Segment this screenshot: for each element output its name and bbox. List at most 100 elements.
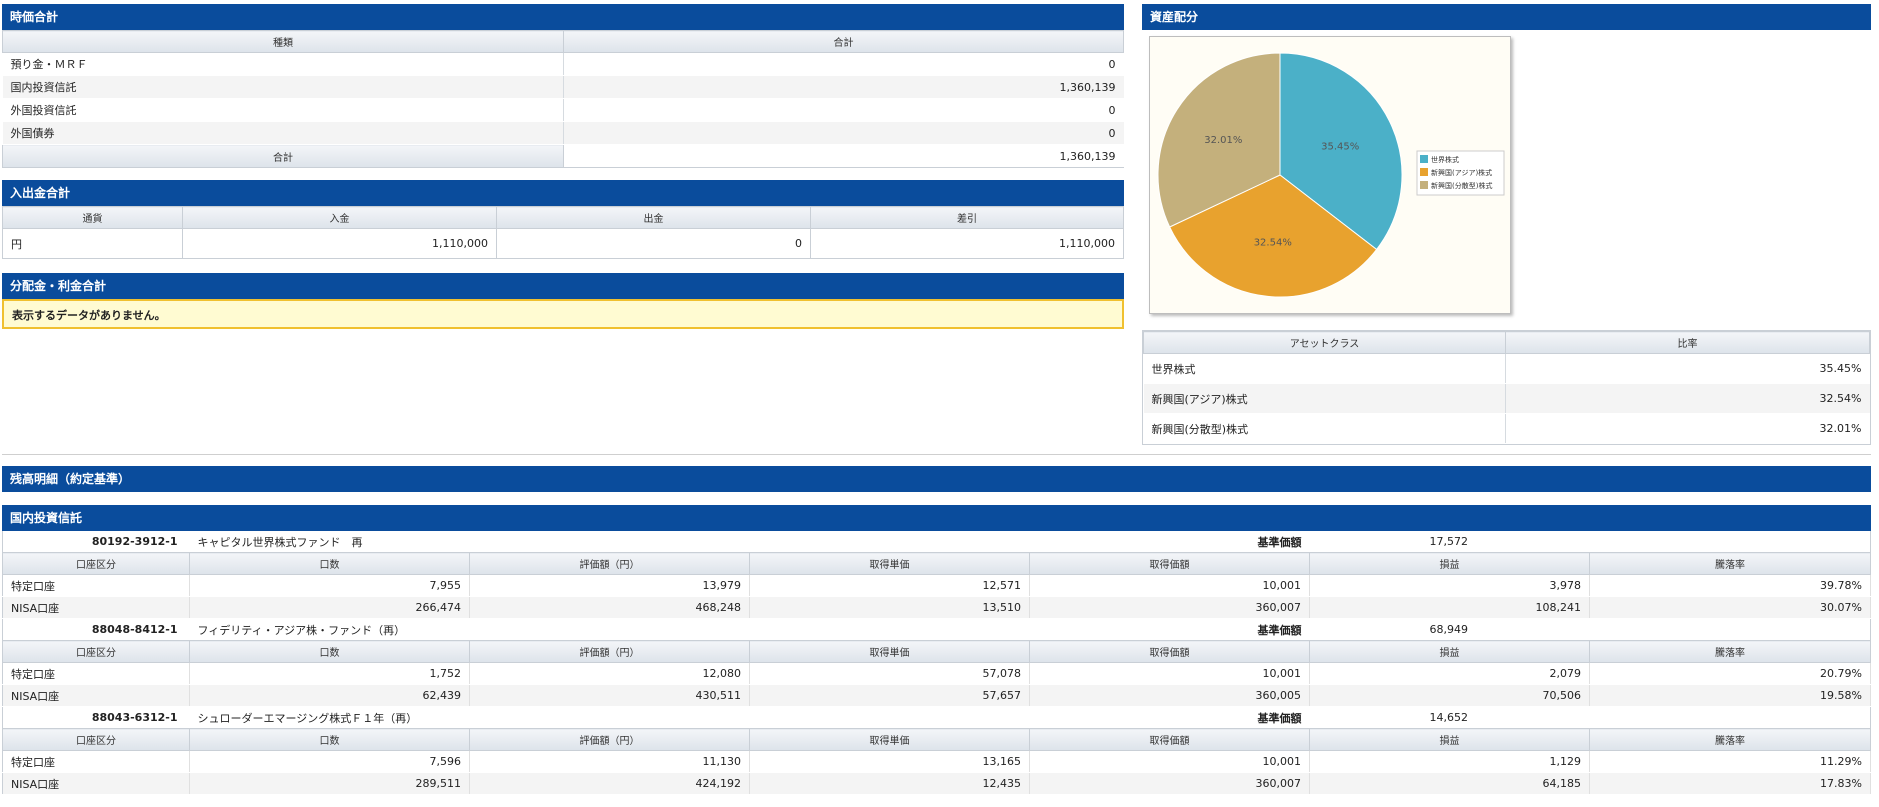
holding-cell: 70,506: [1309, 684, 1590, 707]
asset-class-label: 新興国(分散型)株式: [1143, 413, 1506, 444]
holding-cell: 64,185: [1309, 772, 1590, 795]
currency-cell: 円: [2, 228, 183, 259]
kijun-label: 基準価額: [1257, 711, 1302, 725]
holding-cell: 19.58%: [1589, 684, 1871, 707]
pie-slice-label: 35.45%: [1321, 141, 1359, 152]
holding-cell: 360,005: [1029, 684, 1310, 707]
kijun-label: 基準価額: [1257, 623, 1302, 637]
column-header: 損益: [1309, 728, 1590, 751]
legend-box: [1416, 150, 1505, 196]
holding-row: NISA口座 62,439 430,511 57,657 360,005 70,506 19…: [2, 684, 1871, 707]
fund-table: 80192-3912-1 キャピタル世界株式ファンド 再 基準価額 17,572 口座区…: [2, 531, 1871, 619]
holding-cell: 7,955: [189, 574, 470, 597]
holding-cell: 12,435: [749, 772, 1030, 795]
legend-swatch: [1420, 168, 1428, 176]
table-row: 新興国(分散型)株式 32.01%: [1143, 413, 1870, 444]
row-label: 預り金・ＭＲＦ: [2, 52, 564, 76]
column-header-net: 差引: [810, 206, 1124, 229]
holding-cell: 特定口座: [2, 662, 190, 685]
column-header-asset-class: アセットクラス: [1143, 331, 1506, 354]
fund-code: 88048-8412-1: [91, 623, 178, 636]
holding-cell: NISA口座: [2, 772, 190, 795]
holding-cell: 424,192: [469, 772, 750, 795]
holding-cell: 12,080: [469, 662, 750, 685]
cash-flow-table: 通貨 入金 出金 差引 円 1,110,000 0 1,110,000: [2, 206, 1124, 259]
holding-cell: 1,752: [189, 662, 470, 685]
column-header: 取得単価: [749, 640, 1030, 663]
fund-header-row: 88048-8412-1 フィデリティ・アジア株・ファンド（再） 基準価額 68,94…: [3, 619, 1871, 641]
fund-block: 88043-6312-1 シュローダーエマージング株式Ｆ１年（再） 基準価額 14,6…: [2, 707, 1871, 795]
net-cell: 1,110,000: [810, 228, 1124, 259]
pie-chart-svg: 35.45% 32.54% 32.01% 世界株式新興国(アジア)株式新興国(分散型)…: [1157, 52, 1505, 298]
holding-row: 特定口座 7,596 11,130 13,165 10,001 1,129 11.29%: [2, 750, 1871, 773]
holding-cell: 7,596: [189, 750, 470, 773]
holding-cell: 360,007: [1029, 772, 1310, 795]
holding-row: 特定口座 7,955 13,979 12,571 10,001 3,978 39.78%: [2, 574, 1871, 597]
table-row: 円 1,110,000 0 1,110,000: [2, 228, 1124, 259]
column-header: 取得価額: [1029, 640, 1310, 663]
section-divider: [2, 454, 1871, 455]
pie-slice-label: 32.01%: [1204, 135, 1242, 146]
fund-header-row: 80192-3912-1 キャピタル世界株式ファンド 再 基準価額 17,572: [3, 531, 1871, 553]
column-header: 騰落率: [1589, 552, 1871, 575]
table-row: 国内投資信託 1,360,139: [2, 75, 1124, 99]
row-value: 0: [563, 121, 1124, 145]
fund-block: 88048-8412-1 フィデリティ・アジア株・ファンド（再） 基準価額 68,94…: [2, 619, 1871, 707]
allocation-table: アセットクラス 比率 世界株式 35.45% 新興国(アジア)株式 32.54%…: [1142, 330, 1871, 445]
column-header: 口数: [189, 640, 470, 663]
legend-swatch: [1420, 155, 1428, 163]
holding-cell: 10,001: [1029, 662, 1310, 685]
holding-cell: 30.07%: [1589, 596, 1871, 619]
column-header: 騰落率: [1589, 640, 1871, 663]
holding-cell: 12,571: [749, 574, 1031, 597]
column-header: 口数: [189, 728, 470, 751]
table-row: 外国投資信託 0: [2, 98, 1124, 122]
market-total-panel: 時価合計 種類 合計 預り金・ＭＲＦ 0 国内投資信託 1,360,139 外国…: [2, 4, 1124, 168]
column-header: 騰落率: [1589, 728, 1871, 751]
column-header: 口数: [189, 552, 470, 575]
cash-flow-panel: 入出金合計 通貨 入金 出金 差引 円 1,110,000 0 1,110,00…: [2, 180, 1124, 259]
fund-table: 88048-8412-1 フィデリティ・アジア株・ファンド（再） 基準価額 68,94…: [2, 619, 1871, 707]
holding-cell: 17.83%: [1589, 772, 1871, 795]
table-row: 外国債券 0: [2, 121, 1124, 145]
fund-code: 80192-3912-1: [91, 535, 178, 548]
legend-swatch: [1420, 181, 1428, 189]
asset-class-ratio: 32.54%: [1505, 383, 1870, 414]
row-label: 外国投資信託: [2, 98, 564, 122]
column-header: 評価額（円）: [469, 728, 750, 751]
holding-row: NISA口座 289,511 424,192 12,435 360,007 64,185 1…: [2, 772, 1871, 795]
column-header-type: 種類: [2, 30, 564, 53]
column-header: 取得価額: [1029, 552, 1311, 575]
fund-list: 80192-3912-1 キャピタル世界株式ファンド 再基準価額 17,572 口座区…: [2, 531, 1871, 795]
balance-detail-title: 残高明細（約定基準）: [2, 466, 1871, 492]
column-header: 評価額（円）: [469, 552, 750, 575]
holding-cell: 3,978: [1309, 574, 1591, 597]
column-header-currency: 通貨: [2, 206, 183, 229]
holding-cell: 1,129: [1309, 750, 1590, 773]
distribution-panel: 分配金・利金合計 表示するデータがありません。: [2, 273, 1124, 329]
asset-class-label: 世界株式: [1143, 353, 1506, 384]
allocation-title: 資産配分: [1142, 4, 1871, 30]
legend-label: 新興国(分散型)株式: [1431, 181, 1492, 190]
holding-cell: 13,165: [749, 750, 1030, 773]
holding-cell: 13,510: [749, 596, 1031, 619]
holding-cell: 20.79%: [1589, 662, 1871, 685]
fund-table: 88043-6312-1 シュローダーエマージング株式Ｆ１年（再） 基準価額 14,6…: [2, 707, 1871, 795]
table-row: 預り金・ＭＲＦ 0: [2, 52, 1124, 76]
deposit-cell: 1,110,000: [182, 228, 497, 259]
row-value: 0: [563, 98, 1124, 122]
column-header: 口座区分: [2, 640, 190, 663]
holding-cell: 2,079: [1309, 662, 1590, 685]
holding-cell: 266,474: [189, 596, 470, 619]
no-data-message: 表示するデータがありません。: [2, 299, 1124, 329]
holding-cell: 430,511: [469, 684, 750, 707]
column-header: 口座区分: [2, 552, 190, 575]
fund-block: 80192-3912-1 キャピタル世界株式ファンド 再 基準価額 17,572 口座区…: [2, 531, 1871, 619]
domestic-funds-panel: 国内投資信託 80192-3912-1 キャピタル世界株式ファンド 再基準価額 17…: [2, 505, 1871, 795]
column-header-ratio: 比率: [1505, 331, 1870, 354]
holding-cell: 特定口座: [2, 574, 190, 597]
asset-class-label: 新興国(アジア)株式: [1143, 383, 1506, 414]
column-header-withdrawal: 出金: [496, 206, 811, 229]
holding-cell: 289,511: [189, 772, 470, 795]
holding-cell: 62,439: [189, 684, 470, 707]
